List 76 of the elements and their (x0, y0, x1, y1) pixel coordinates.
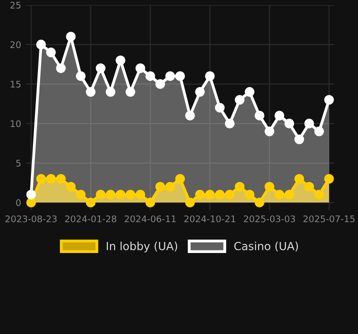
point (66, 32, 76, 42)
point (96, 63, 106, 74)
point (175, 174, 185, 184)
point (145, 198, 156, 208)
point (116, 55, 126, 66)
point (324, 174, 334, 184)
point (274, 110, 284, 120)
point (76, 71, 86, 81)
point (135, 190, 146, 200)
y-tick-label: 5 (16, 160, 20, 167)
x-tick-label: 2025-03-03 (244, 215, 295, 222)
point (185, 198, 195, 208)
point (195, 87, 205, 97)
point (46, 174, 56, 184)
point (106, 190, 116, 200)
point (36, 40, 46, 50)
y-tick-label: 10 (10, 120, 21, 128)
point (264, 126, 274, 136)
point (175, 71, 185, 81)
point (274, 190, 284, 200)
point (126, 190, 136, 200)
point (195, 190, 205, 200)
point (314, 190, 324, 200)
point (26, 198, 36, 208)
point (294, 134, 304, 144)
point (145, 71, 156, 81)
point (135, 63, 146, 74)
point (116, 190, 126, 200)
point (224, 118, 235, 128)
point (214, 190, 225, 200)
x-tick-label: 2023-08-23 (6, 215, 57, 222)
point (314, 126, 324, 136)
point (304, 182, 314, 192)
point (76, 190, 86, 200)
point (66, 182, 76, 192)
point (234, 94, 245, 105)
point (106, 87, 116, 97)
x-tick-label: 2024-06-11 (124, 215, 176, 222)
point (254, 198, 264, 208)
x-tick-label: 2024-01-28 (65, 215, 116, 222)
y-tick-label: 25 (10, 2, 20, 9)
point (56, 63, 66, 74)
point (185, 110, 195, 120)
x-tick-label: 2024-10-21 (184, 215, 236, 222)
point (284, 118, 294, 128)
point (284, 190, 294, 200)
point (165, 71, 176, 81)
y-tick-label: 20 (10, 41, 21, 48)
point (304, 118, 314, 128)
point (324, 94, 334, 105)
point (46, 48, 56, 58)
y-tick-label: 0 (16, 199, 21, 206)
point (165, 182, 176, 192)
point (264, 182, 274, 192)
x-tick-label: 2025-07-15 (303, 215, 354, 222)
point (96, 190, 106, 200)
point (234, 182, 245, 192)
point (224, 190, 235, 200)
point (36, 174, 46, 184)
point (86, 198, 96, 208)
point (254, 110, 264, 120)
point (126, 87, 136, 97)
point (205, 71, 215, 81)
point (56, 174, 66, 184)
point (294, 174, 304, 184)
y-tick-label: 15 (10, 80, 20, 88)
point (155, 79, 166, 89)
point (205, 190, 215, 200)
point (155, 182, 166, 192)
legend-label: In lobby (UA) (106, 242, 178, 252)
point (244, 87, 254, 97)
point (86, 87, 96, 97)
point (26, 190, 36, 200)
legend-label: Casino (UA) (234, 242, 298, 252)
point (244, 190, 254, 200)
point (214, 102, 225, 113)
